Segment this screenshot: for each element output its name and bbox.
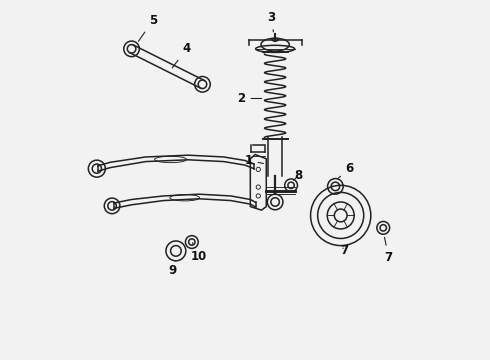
Text: 6: 6 (338, 162, 354, 178)
Text: 7: 7 (340, 244, 348, 257)
Text: 9: 9 (168, 261, 176, 277)
Text: 2: 2 (237, 92, 262, 105)
Text: 8: 8 (294, 169, 302, 182)
Text: 7: 7 (385, 237, 392, 264)
Text: 4: 4 (172, 42, 191, 68)
Text: 5: 5 (139, 14, 157, 41)
Text: 1: 1 (245, 154, 264, 167)
Text: 10: 10 (191, 243, 207, 263)
Text: 3: 3 (268, 11, 276, 32)
